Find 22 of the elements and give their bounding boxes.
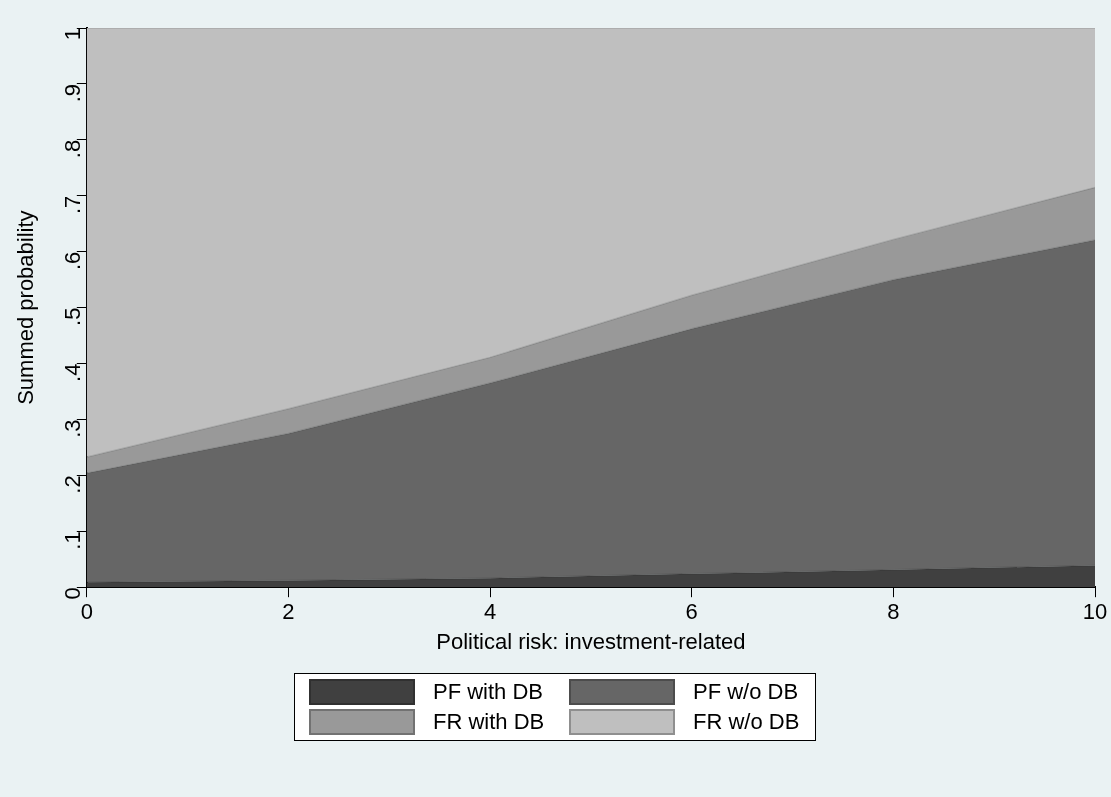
y-tick-label: .8: [59, 139, 85, 159]
y-tick-label: .6: [59, 251, 85, 271]
legend-label: FR w/o DB: [693, 709, 800, 735]
y-tick-label: 0: [59, 587, 85, 600]
legend-label: PF with DB: [433, 679, 544, 705]
y-tick-label: 1: [59, 28, 85, 41]
x-tick-label: 10: [1082, 599, 1108, 625]
y-tick-label: .3: [59, 419, 85, 438]
y-tick-label: .4: [59, 363, 85, 382]
x-tick-label: 8: [887, 599, 900, 625]
legend-label: PF w/o DB: [693, 679, 799, 705]
x-tick-label: 2: [282, 599, 295, 625]
x-axis-title: Political risk: investment-related: [436, 628, 746, 654]
y-tick-label: .9: [59, 83, 85, 103]
y-tick-label: .2: [59, 475, 85, 494]
y-tick-label: .1: [59, 531, 85, 550]
y-axis-title: Summed probability: [13, 210, 39, 405]
legend-label: FR with DB: [433, 709, 545, 735]
x-tick-label: 6: [685, 599, 698, 625]
y-tick-label: .5: [59, 307, 85, 326]
x-tick-label: 4: [483, 599, 497, 625]
y-tick-label: .7: [59, 195, 85, 215]
